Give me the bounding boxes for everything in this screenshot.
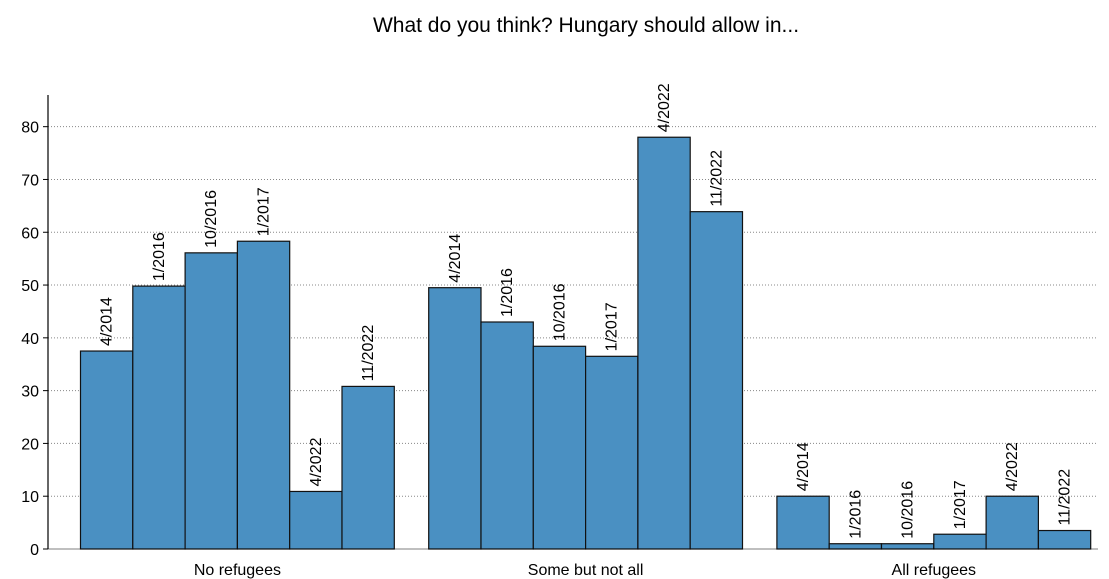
bar bbox=[882, 544, 934, 549]
y-tick-label: 50 bbox=[21, 278, 39, 295]
bar bbox=[1038, 531, 1090, 549]
bar bbox=[81, 351, 133, 549]
bar bbox=[429, 288, 481, 549]
bar bbox=[777, 496, 829, 549]
bar bbox=[290, 491, 342, 549]
x-category-label: Some but not all bbox=[528, 562, 644, 579]
bar bbox=[133, 286, 185, 549]
bar bbox=[185, 253, 237, 549]
bar bbox=[586, 356, 638, 549]
y-tick-label: 40 bbox=[21, 331, 39, 348]
bar-label: 1/2016 bbox=[499, 268, 516, 317]
bar-label: 4/2014 bbox=[447, 234, 464, 283]
bar-label: 1/2017 bbox=[256, 187, 273, 236]
bar-label: 10/2016 bbox=[551, 283, 568, 341]
bar-label: 1/2016 bbox=[151, 232, 168, 281]
bar-label: 1/2016 bbox=[847, 490, 864, 539]
bar bbox=[829, 544, 881, 549]
bar-label: 1/2017 bbox=[952, 480, 969, 529]
bar bbox=[690, 212, 742, 549]
y-tick-label: 30 bbox=[21, 384, 39, 401]
y-tick-label: 80 bbox=[21, 120, 39, 137]
bar-label: 11/2022 bbox=[360, 325, 377, 382]
bar bbox=[481, 322, 533, 549]
bar-label: 4/2022 bbox=[308, 437, 325, 486]
bar bbox=[237, 241, 289, 549]
bar-label: 11/2022 bbox=[708, 150, 725, 207]
bar bbox=[342, 386, 394, 549]
y-tick-label: 10 bbox=[21, 489, 39, 506]
bar-label: 10/2016 bbox=[900, 481, 917, 539]
x-category-label: All refugees bbox=[892, 562, 977, 579]
bar-label: 11/2022 bbox=[1057, 469, 1074, 526]
bar-label: 4/2022 bbox=[656, 83, 673, 132]
y-tick-label: 60 bbox=[21, 225, 39, 242]
y-tick-label: 20 bbox=[21, 436, 39, 453]
y-tick-label: 0 bbox=[30, 542, 39, 559]
bar-label: 4/2014 bbox=[795, 442, 812, 491]
bar bbox=[934, 534, 986, 549]
bar bbox=[638, 137, 690, 549]
x-category-label: No refugees bbox=[194, 562, 281, 579]
bar-label: 4/2014 bbox=[99, 297, 116, 346]
bar-label: 10/2016 bbox=[203, 190, 220, 248]
bar bbox=[533, 346, 585, 549]
bar-label: 1/2017 bbox=[604, 302, 621, 351]
bar bbox=[986, 496, 1038, 549]
y-tick-label: 70 bbox=[21, 172, 39, 189]
bar-label: 4/2022 bbox=[1004, 442, 1021, 491]
